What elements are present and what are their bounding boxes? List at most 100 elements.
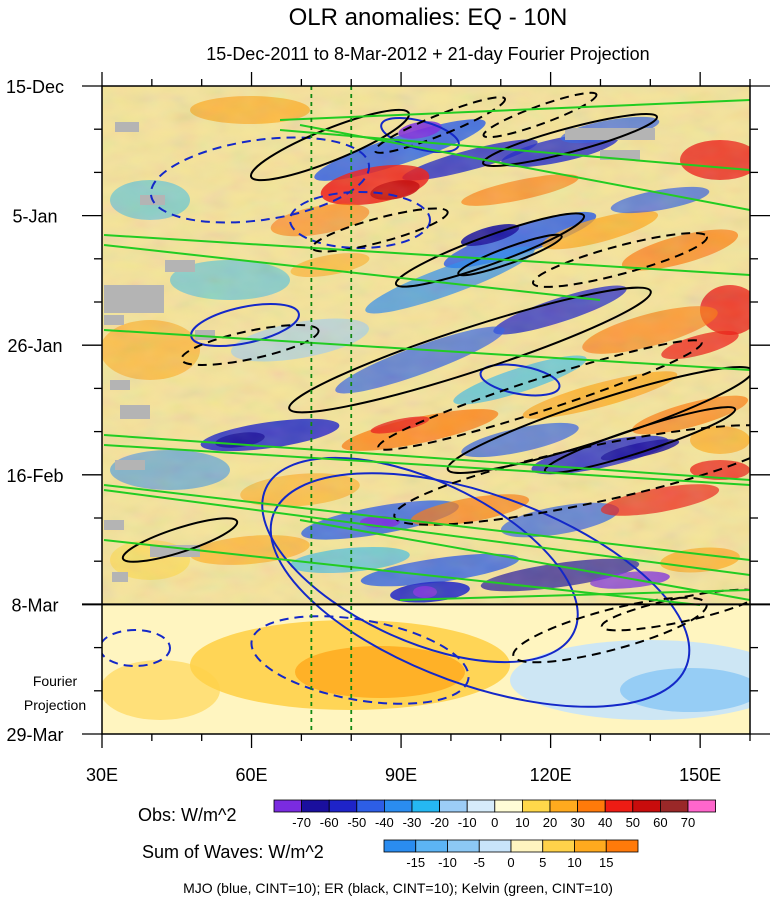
mjo-contour: [261, 456, 579, 664]
er-contour: [180, 324, 320, 366]
kelvin-contour: [103, 444, 750, 486]
missing-data-patch: [120, 405, 150, 419]
colorbar-box: [447, 839, 480, 853]
obs-colorbar: -70 -60 -50 -40 -30 -20 -10 0 10 20 30 40 50 60 70: [273, 799, 717, 830]
mjo-contour: [250, 615, 470, 705]
er-contour: [288, 286, 652, 414]
missing-data-patch: [165, 260, 195, 272]
kelvin-contour: [103, 489, 750, 576]
er-contour: [543, 406, 737, 474]
colorbar-box: [687, 799, 717, 813]
missing-data-patch: [104, 315, 124, 325]
missing-data-patch: [104, 285, 164, 313]
colorbar-box: [510, 839, 544, 853]
missing-data-patch: [115, 460, 145, 470]
colorbar-box: [604, 799, 634, 813]
colorbar-label: -20: [430, 815, 449, 830]
colorbar-label: 60: [653, 815, 667, 830]
wave-contours: [102, 91, 750, 708]
colorbar-box: [411, 799, 441, 813]
colorbar-label: 15: [599, 855, 613, 870]
projection-label-line1: Fourier: [33, 673, 78, 689]
reference-longitude-lines: [310, 86, 353, 734]
missing-data-patch: [195, 330, 215, 340]
missing-data-patches: [104, 122, 655, 582]
x-tick-label: 120E: [530, 765, 572, 785]
colorbar-label: -60: [320, 815, 339, 830]
colorbar-box: [466, 799, 496, 813]
colorbar-label: -5: [473, 855, 485, 870]
kelvin-contour: [299, 519, 750, 601]
missing-data-patch: [600, 150, 640, 160]
colorbar-label: -70: [292, 815, 311, 830]
colorbar-box: [383, 839, 417, 853]
proj-positive-core: [295, 646, 465, 698]
colorbar-label: 10: [567, 855, 581, 870]
er-contour: [121, 517, 239, 563]
colorbar-box: [301, 799, 330, 813]
colorbar-label: -40: [375, 815, 394, 830]
mjo-contour: [190, 303, 300, 347]
colorbar-label: 5: [539, 855, 546, 870]
mjo-contour: [479, 363, 561, 397]
legend-note: MJO (blue, CINT=10); ER (black, CINT=10)…: [183, 880, 613, 896]
colorbar-label: 10: [515, 815, 529, 830]
colorbar-label: 30: [570, 815, 584, 830]
colorbar-label: -10: [438, 855, 457, 870]
y-tick-label: 29-Mar: [6, 725, 63, 745]
missing-data-patch: [565, 128, 655, 140]
colorbar-box: [522, 799, 551, 813]
kelvin-contour: [103, 434, 750, 481]
y-tick-label: 26-Jan: [7, 336, 62, 356]
x-tick-label: 30E: [86, 765, 118, 785]
mjo-contour: [149, 136, 371, 224]
colorbar-box: [415, 839, 448, 853]
x-tick-label: 60E: [236, 765, 268, 785]
colorbar-box: [632, 799, 661, 813]
proj-positive-west: [102, 660, 220, 720]
er-contour: [373, 96, 507, 154]
mjo-contour: [269, 472, 691, 708]
axes: 30E 60E 90E 120E 150E 15-Dec 5-Jan 26-Jan 16-Feb…: [6, 72, 770, 785]
x-tick-label: 150E: [679, 765, 721, 785]
projection-olr-field: [102, 604, 750, 734]
obs-colorbar-title: Obs: W/m^2: [138, 805, 236, 825]
x-tick-label: 90E: [385, 765, 417, 785]
chart-title: OLR anomalies: EQ - 10N: [289, 4, 568, 31]
colorbar-box: [273, 799, 303, 813]
kelvin-contour: [103, 484, 750, 561]
colorbar-label: 50: [626, 815, 640, 830]
missing-data-patch: [150, 545, 200, 557]
er-contour: [600, 588, 750, 632]
proj-negative-core: [620, 668, 750, 712]
kelvin-contour: [279, 99, 750, 121]
er-contour: [531, 232, 709, 288]
y-tick-label: 16-Feb: [6, 466, 63, 486]
kelvin-contour: [103, 234, 750, 276]
colorbar-label: -30: [403, 815, 422, 830]
colorbar-box: [383, 799, 413, 813]
er-contour: [482, 112, 658, 168]
colorbar-box: [542, 839, 575, 853]
colorbar-box: [660, 799, 689, 813]
missing-data-patch: [115, 122, 139, 132]
y-tick-label: 15-Dec: [6, 77, 64, 97]
colorbar-box: [577, 799, 606, 813]
colorbar-label: 0: [507, 855, 514, 870]
er-contour: [393, 424, 750, 526]
kelvin-contour: [103, 329, 750, 371]
mjo-contour: [102, 629, 171, 667]
chart-subtitle: 15-Dec-2011 to 8-Mar-2012 + 21-day Fouri…: [206, 44, 649, 64]
colorbar-box: [328, 799, 358, 813]
plot-area: [102, 86, 750, 734]
er-contour: [394, 212, 586, 288]
kelvin-contour: [399, 589, 750, 601]
waves-colorbar: -15 -10 -5 0 5 10 15: [383, 839, 639, 870]
missing-data-patch: [110, 380, 130, 390]
missing-data-patch: [104, 520, 124, 530]
colorbar-box: [439, 799, 468, 813]
colorbar-label: 40: [598, 815, 612, 830]
colorbar-box: [356, 799, 385, 813]
colorbar-label: -10: [458, 815, 477, 830]
